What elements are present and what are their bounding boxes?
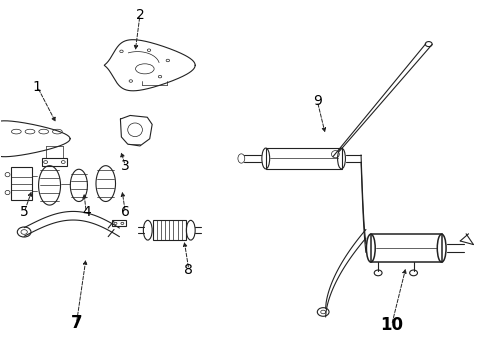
Text: 4: 4 (82, 205, 91, 219)
Text: 6: 6 (121, 205, 130, 219)
Text: 10: 10 (380, 316, 403, 334)
Text: 8: 8 (184, 263, 193, 276)
Bar (112, 220, 126, 226)
Text: 9: 9 (313, 94, 322, 108)
Text: 5: 5 (20, 205, 28, 219)
Bar (11, 167, 32, 200)
Text: 7: 7 (71, 314, 82, 332)
Bar (266, 148, 342, 169)
Text: 3: 3 (121, 159, 130, 173)
Text: 1: 1 (33, 80, 42, 94)
Bar (153, 220, 186, 240)
Bar (42, 158, 67, 166)
Bar (371, 234, 441, 262)
Text: 2: 2 (136, 8, 145, 22)
